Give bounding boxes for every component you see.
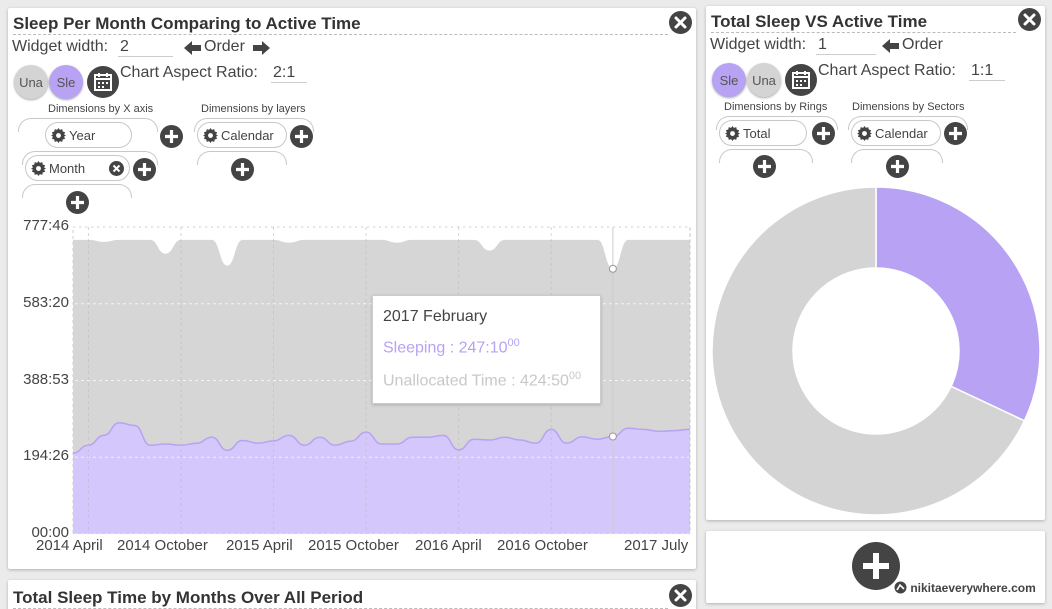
close-icon [674,589,687,602]
widget-width-label: Widget width: [12,38,109,55]
aspect-ratio-label: Chart Aspect Ratio: [120,64,258,81]
plus-icon [949,127,962,140]
plus-icon [236,163,249,176]
chart-tooltip: 2017 February Sleeping : 247:1000 Unallo… [372,295,601,404]
dims-layers-label: Dimensions by layers [201,103,306,115]
widget-width-input[interactable]: 1 [816,36,876,55]
plus-icon [891,160,904,173]
series-toggle-sleep[interactable]: Sle [49,65,83,99]
y-tick-label: 777:46 [23,217,69,234]
close-widget-button[interactable] [1018,8,1041,31]
plus-icon [863,553,889,579]
widget-width-label: Widget width: [710,36,807,53]
plus-icon [138,163,151,176]
order-label: Order [204,38,245,55]
x-tick-label: 2016 October [497,537,588,554]
x-tick-label: 2014 October [117,537,208,554]
x-tick-label: 2017 July [624,537,689,554]
calendar-icon [792,71,810,89]
tooltip-unallocated: Unallocated Time : 424:5000 [383,370,582,390]
widget-title: Total Sleep VS Active Time [711,12,1016,33]
series-area-sleeping [73,422,690,534]
brand-watermark: nikitaeverywhere.com [894,581,1036,595]
add-dimension-button[interactable] [133,158,156,181]
gear-icon[interactable] [725,125,740,141]
calendar-button[interactable] [87,66,119,98]
widget-title: Total Sleep Time by Months Over All Peri… [13,588,668,609]
series-toggle-unallocated[interactable]: Una [14,65,48,99]
series-line-sleeping [72,421,691,454]
series-toggle-unallocated[interactable]: Una [747,63,781,97]
pill-label: Month [49,160,86,176]
y-tick-label: 583:20 [23,293,69,311]
aspect-ratio-input[interactable]: 2:1 [271,64,307,83]
close-icon [1023,13,1036,26]
plus-icon [165,130,178,143]
widget-sleep-per-month: Sleep Per Month Comparing to Active Time… [8,8,696,569]
add-dimension-button[interactable] [160,125,183,148]
gear-icon[interactable] [203,127,218,143]
widget-title: Sleep Per Month Comparing to Active Time [13,14,668,35]
plus-icon [758,160,771,173]
close-widget-button[interactable] [669,584,692,607]
plus-icon [817,127,830,140]
donut-slice-unallocated-time[interactable] [711,186,1026,516]
pill-label: Year [69,127,96,143]
widget-width-input[interactable]: 2 [118,38,173,57]
y-tick-label: 00:00 [31,524,69,541]
calendar-button[interactable] [785,64,817,96]
y-tick-label: 194:26 [23,447,69,465]
gear-icon[interactable] [857,125,872,141]
x-tick-label: 2015 April [226,537,293,554]
add-ring-button[interactable] [812,122,835,145]
widget-total-sleep-vs-active: Total Sleep VS Active Time Widget width:… [706,6,1045,520]
add-layer-button[interactable] [231,158,254,181]
dims-rings-label: Dimensions by Rings [724,101,828,113]
order-left-arrow-icon[interactable] [184,41,201,55]
pill-label: Total [743,125,771,141]
order-left-arrow-icon[interactable] [882,39,899,53]
tooltip-title: 2017 February [383,308,488,325]
aspect-ratio-input[interactable]: 1:1 [969,62,1005,81]
x-tick-label: 2014 April [36,537,103,554]
dims-x-label: Dimensions by X axis [48,103,154,115]
add-dimension-button[interactable] [66,191,89,214]
brand-logo-icon [894,581,907,594]
tooltip-sleep: Sleeping : 247:1000 [383,337,520,357]
close-widget-button[interactable] [669,11,692,34]
add-widget-card: nikitaeverywhere.com [706,531,1045,603]
calendar-icon [94,73,112,91]
widget-sleep-by-months: Total Sleep Time by Months Over All Peri… [8,580,696,609]
x-tick-label: 2015 October [308,537,399,554]
close-icon [674,16,687,29]
donut-slice-sleeping[interactable] [875,186,1041,422]
dimension-pill-month[interactable]: Month [25,155,130,181]
plus-icon [295,130,308,143]
dims-sectors-label: Dimensions by Sectors [852,101,965,113]
dimension-pill-total[interactable]: Total [719,120,807,146]
hover-point-unallocated [608,264,617,273]
y-tick-label: 388:53 [23,370,69,388]
aspect-ratio-label: Chart Aspect Ratio: [818,62,956,79]
gear-icon[interactable] [31,160,46,176]
series-toggle-sleep[interactable]: Sle [712,63,746,97]
add-ring-button[interactable] [753,155,776,178]
plus-icon [71,196,84,209]
dimension-pill-year[interactable]: Year [45,122,132,148]
add-widget-button[interactable] [852,542,900,590]
pill-label: Calendar [875,125,928,141]
add-layer-button[interactable] [290,125,313,148]
pill-label: Calendar [221,127,274,143]
dimension-pill-calendar[interactable]: Calendar [851,120,941,146]
dimension-pill-calendar[interactable]: Calendar [197,122,287,148]
order-label: Order [902,36,943,53]
order-right-arrow-icon[interactable] [253,41,270,55]
gear-icon[interactable] [51,127,66,143]
sleep-donut-chart[interactable] [706,6,1045,520]
add-sector-button[interactable] [944,122,967,145]
hover-point-sleeping [608,432,617,441]
add-sector-button[interactable] [886,155,909,178]
x-tick-label: 2016 April [415,537,482,554]
remove-icon[interactable] [109,161,124,176]
